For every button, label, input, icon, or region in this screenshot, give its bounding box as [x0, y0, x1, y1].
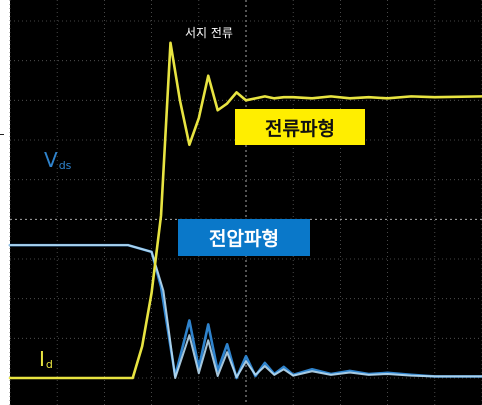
plot-background	[10, 0, 482, 405]
series-layer	[8, 41, 482, 380]
current-waveform-label: 전류파형	[235, 109, 365, 145]
vds-main-text: V	[44, 148, 58, 172]
surge-current-annotation: 서지 전류	[185, 26, 233, 40]
voltage-secondary-waveform-line	[9, 244, 482, 379]
vds-subscript: ds	[58, 159, 72, 172]
current-waveform-text: 전류파형	[265, 117, 335, 140]
voltage-waveform-text: 전압파형	[209, 228, 279, 250]
id-series-label: Id	[39, 347, 53, 371]
voltage-waveform-label: 전압파형	[178, 219, 310, 256]
left-edge-marker	[0, 134, 4, 135]
id-main-text: I	[39, 347, 45, 371]
vds-series-label: Vds	[44, 148, 72, 172]
current-waveform-line	[8, 41, 482, 380]
id-subscript: d	[45, 358, 53, 371]
